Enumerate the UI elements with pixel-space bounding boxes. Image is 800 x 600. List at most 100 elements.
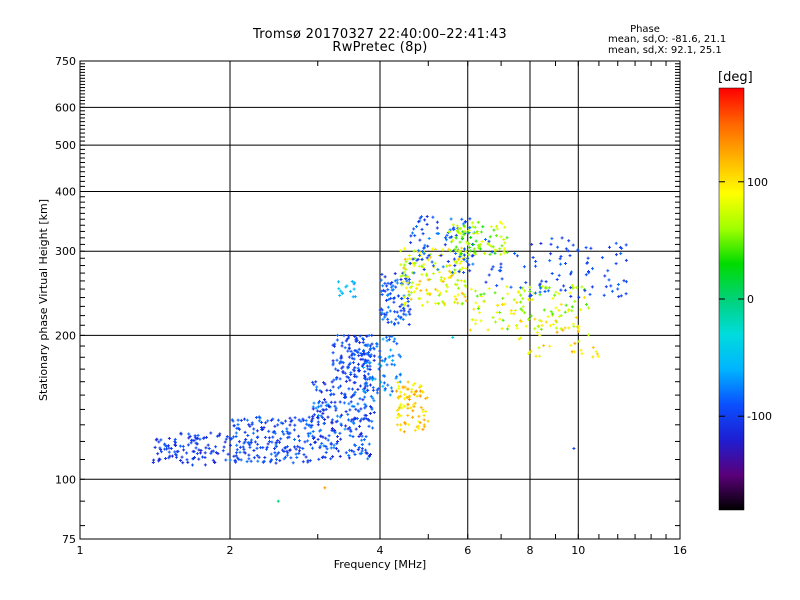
data-point: [595, 350, 597, 354]
data-point: [496, 311, 498, 314]
data-point: [194, 456, 195, 459]
data-point: [403, 270, 405, 274]
data-point: [187, 460, 189, 464]
data-point: [462, 257, 464, 261]
data-point: [507, 327, 508, 331]
data-point: [411, 291, 412, 295]
data-point: [448, 230, 450, 233]
data-point: [565, 262, 566, 265]
phase-stats-x-mode: mean, sd,X: 92.1, 25.1: [608, 45, 722, 56]
data-point: [445, 236, 446, 240]
data-point: [382, 317, 384, 321]
data-point: [400, 315, 402, 319]
data-point: [386, 298, 387, 302]
data-point: [501, 277, 503, 281]
data-point: [164, 443, 166, 447]
data-point: [355, 407, 357, 411]
data-point: [435, 247, 436, 251]
data-point: [500, 252, 502, 256]
data-point: [395, 317, 397, 321]
data-point: [256, 446, 258, 450]
data-point: [588, 333, 589, 337]
data-point: [224, 440, 226, 444]
data-point: [168, 436, 170, 440]
data-point: [411, 271, 413, 275]
data-point: [418, 424, 420, 428]
data-point: [324, 382, 326, 386]
data-point: [422, 427, 424, 431]
data-point: [351, 418, 353, 422]
data-point: [407, 406, 409, 410]
data-point: [325, 451, 327, 454]
data-point: [257, 459, 259, 463]
data-point: [323, 444, 325, 448]
data-point: [500, 265, 502, 269]
data-point: [492, 245, 494, 249]
data-point: [339, 415, 341, 419]
data-point: [413, 405, 415, 409]
data-point: [348, 387, 350, 391]
data-point: [369, 354, 371, 358]
data-point: [238, 457, 240, 461]
data-point: [376, 342, 378, 346]
data-point: [541, 279, 543, 283]
data-point: [483, 292, 485, 296]
data-point: [439, 270, 440, 274]
data-point: [475, 322, 476, 326]
data-point: [451, 235, 453, 239]
data-point: [364, 352, 366, 356]
data-point: [392, 288, 394, 292]
data-point: [336, 358, 338, 362]
data-point: [464, 295, 466, 299]
data-point: [560, 314, 562, 318]
data-point: [494, 251, 496, 255]
data-point: [575, 316, 577, 319]
data-point: [556, 278, 558, 281]
data-point: [279, 459, 281, 463]
data-point: [549, 259, 551, 263]
data-point: [167, 444, 169, 448]
data-point: [393, 340, 395, 343]
data-point: [373, 354, 375, 358]
data-point: [543, 308, 545, 312]
data-point: [441, 252, 443, 256]
data-point: [417, 257, 419, 261]
data-point: [198, 448, 200, 452]
data-point: [400, 263, 402, 267]
data-point: [206, 435, 207, 439]
data-point: [272, 435, 274, 439]
data-point: [294, 423, 296, 427]
data-point: [412, 409, 414, 413]
data-point: [469, 217, 471, 221]
data-point: [354, 375, 356, 378]
data-point: [391, 285, 392, 289]
data-point: [398, 407, 400, 411]
data-point: [539, 333, 541, 337]
data-point: [445, 289, 447, 293]
data-point: [379, 349, 381, 353]
data-point: [422, 266, 424, 270]
data-point: [432, 264, 434, 268]
data-point: [436, 220, 438, 224]
data-point: [312, 407, 314, 411]
data-point: [573, 447, 575, 450]
data-point: [400, 394, 402, 398]
data-point: [308, 434, 310, 438]
data-point: [358, 354, 360, 358]
data-point: [322, 455, 324, 459]
data-point: [518, 290, 520, 294]
data-point: [478, 304, 480, 308]
data-point: [388, 297, 390, 301]
data-points: [151, 215, 628, 503]
data-point: [420, 389, 421, 393]
data-point: [404, 302, 405, 306]
data-point: [474, 250, 476, 254]
data-point: [396, 389, 398, 393]
data-point: [530, 294, 532, 297]
data-point: [244, 430, 246, 434]
x-tick-label: 1: [77, 544, 84, 557]
data-point: [202, 455, 203, 459]
data-point: [332, 343, 334, 347]
data-point: [528, 352, 529, 355]
data-point: [621, 246, 623, 250]
